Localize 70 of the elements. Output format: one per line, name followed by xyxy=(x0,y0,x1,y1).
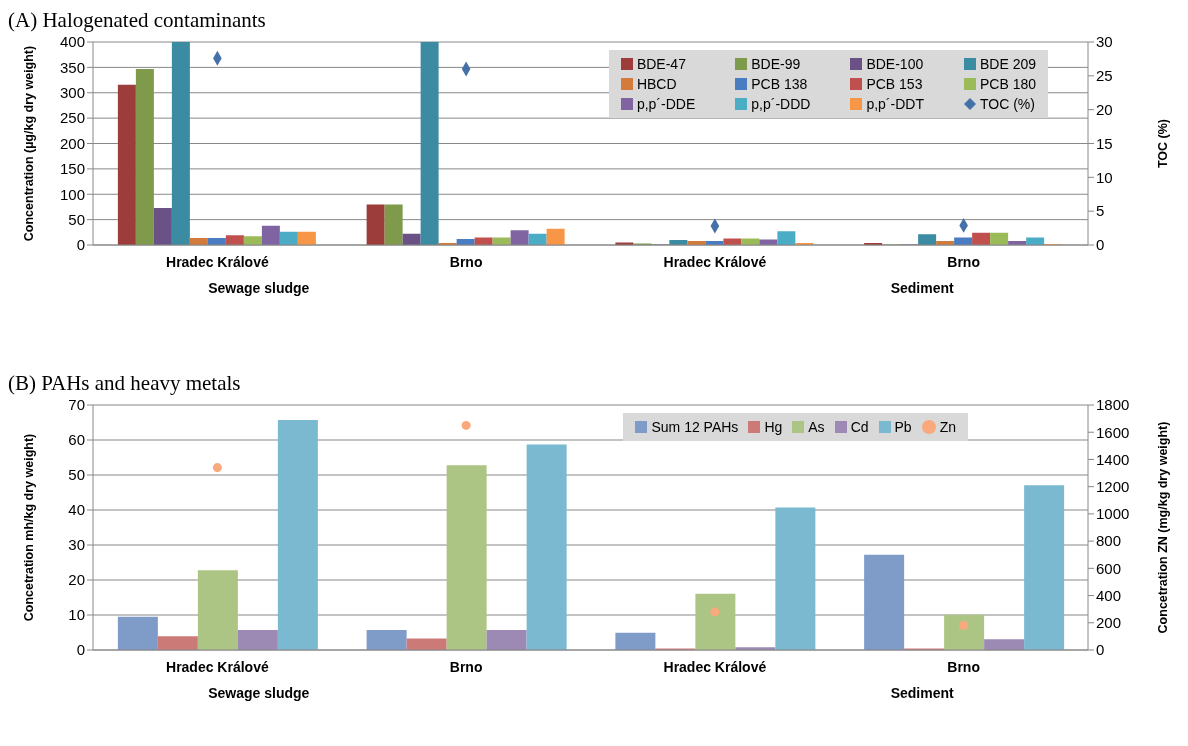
y-tick-label: 0 xyxy=(76,236,85,254)
x-tick-label: Brno xyxy=(449,658,483,675)
text: Sewage sludge xyxy=(208,684,310,701)
y-tick-label: 10 xyxy=(68,606,85,624)
y-tick-label: 30 xyxy=(68,536,85,554)
y2-tick-label: 800 xyxy=(1096,532,1122,550)
y2-tick-label: 0 xyxy=(1096,641,1105,659)
legend-label: TOC (%) xyxy=(979,96,1035,112)
legend-label: BDE 209 xyxy=(979,56,1036,72)
legend-label: Sum 12 PAHs xyxy=(651,419,739,435)
legend-label: Pb xyxy=(894,419,912,435)
y2-tick-label: 1000 xyxy=(1096,505,1130,523)
text: Sediment xyxy=(890,279,955,296)
legend-label: PCB 153 xyxy=(866,76,923,92)
legend-label: BDE-100 xyxy=(866,56,924,72)
y-tick-label: 50 xyxy=(68,210,85,228)
y2-axis-title: Concetration ZN (mg/kg dry weight) xyxy=(1156,421,1171,634)
y-tick-label: 300 xyxy=(59,84,85,102)
chart-title: (B) PAHs and heavy metals xyxy=(8,371,241,395)
y-tick-label: 400 xyxy=(59,33,85,51)
y-axis-title: Concetration mh/kg dry weight) xyxy=(22,433,37,622)
x-tick-label: Hradec Králové xyxy=(663,253,767,270)
y2-tick-label: 1800 xyxy=(1096,396,1130,414)
legend-label: HBCD xyxy=(636,76,677,92)
legend-label: p,p´-DDD xyxy=(751,96,811,112)
y-tick-label: 20 xyxy=(68,571,85,589)
chart-title: (A) Halogenated contaminants xyxy=(8,8,266,32)
y2-tick-label: 400 xyxy=(1096,586,1122,604)
y2-axis-title: TOC (%) xyxy=(1156,118,1171,169)
y-tick-label: 70 xyxy=(68,396,85,414)
y-tick-label: 0 xyxy=(76,641,85,659)
x-tick-label: Hradec Králové xyxy=(663,658,767,675)
y2-tick-label: 0 xyxy=(1096,236,1105,254)
y-tick-label: 60 xyxy=(68,431,85,449)
x-tick-label: Brno xyxy=(947,658,980,675)
x-tick-label: Brno xyxy=(947,253,980,270)
y2-tick-label: 30 xyxy=(1096,33,1113,51)
legend-label: PCB 138 xyxy=(751,76,808,92)
legend-label: BDE-99 xyxy=(751,56,801,72)
x-tick-label: Hradec Králové xyxy=(166,658,269,675)
y-tick-label: 150 xyxy=(59,160,85,178)
y2-tick-label: 25 xyxy=(1096,67,1113,85)
y2-tick-label: 1400 xyxy=(1096,450,1130,468)
text: Sediment xyxy=(890,684,955,701)
y2-tick-label: 5 xyxy=(1096,202,1105,220)
x-tick-label: Hradec Králové xyxy=(166,253,269,270)
y-tick-label: 100 xyxy=(59,185,85,203)
legend-label: BDE-47 xyxy=(636,56,686,72)
y-axis-title: Concentration (µg/kg dry weight) xyxy=(22,45,37,242)
y-tick-label: 200 xyxy=(59,134,85,152)
x-tick-label: Brno xyxy=(449,253,483,270)
text: Sewage sludge xyxy=(208,279,310,296)
y2-tick-label: 15 xyxy=(1096,134,1113,152)
y2-tick-label: 200 xyxy=(1096,614,1122,632)
legend-label: p,p´-DDT xyxy=(866,96,924,112)
legend-label: Cd xyxy=(850,419,869,435)
y2-tick-label: 600 xyxy=(1096,559,1122,577)
y-tick-label: 50 xyxy=(68,466,85,484)
y-tick-label: 350 xyxy=(59,58,85,76)
y2-tick-label: 20 xyxy=(1096,100,1113,118)
legend-label: As xyxy=(808,419,825,435)
y2-tick-label: 10 xyxy=(1096,168,1113,186)
legend-label: Hg xyxy=(764,419,783,435)
y2-tick-label: 1600 xyxy=(1096,423,1130,441)
legend-label: Zn xyxy=(939,419,956,435)
y-tick-label: 40 xyxy=(68,501,85,519)
y2-tick-label: 1200 xyxy=(1096,477,1130,495)
legend-label: PCB 180 xyxy=(979,76,1036,92)
legend-label: p,p´-DDE xyxy=(636,96,696,112)
y-tick-label: 250 xyxy=(59,109,85,127)
